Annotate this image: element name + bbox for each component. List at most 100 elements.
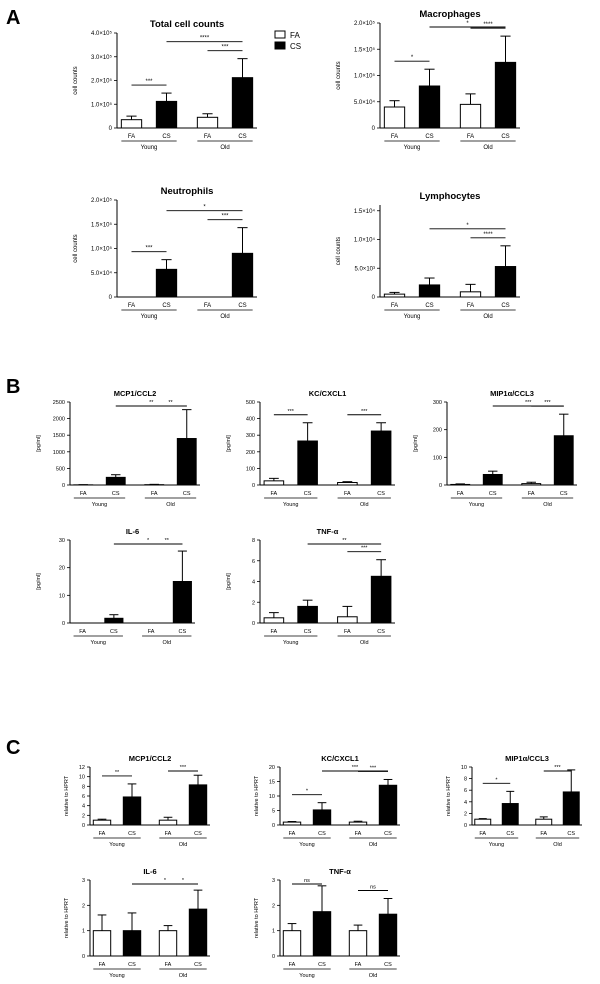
- y-tick-label: 12: [79, 765, 85, 771]
- x-tick-label: CS: [377, 629, 385, 635]
- x-tick-label: CS: [183, 491, 191, 497]
- group-label: Old: [220, 145, 229, 151]
- y-tick-label: 10: [461, 765, 467, 771]
- bar: [172, 581, 192, 624]
- y-axis-label: [pg/ml]: [36, 573, 42, 590]
- group-label: Old: [369, 842, 378, 848]
- y-tick-label: 3.0×10⁵: [91, 54, 113, 61]
- y-tick-label: 2: [252, 600, 255, 606]
- x-tick-label: CS: [238, 134, 246, 140]
- y-axis-label: [pg/ml]: [226, 573, 232, 590]
- y-tick-label: 1.5×10⁵: [354, 46, 376, 53]
- x-tick-label: CS: [194, 962, 202, 968]
- x-tick-label: FA: [467, 134, 474, 140]
- y-tick-label: 0: [372, 126, 376, 132]
- significance-label: ***: [554, 765, 561, 771]
- group-label: Young: [91, 640, 106, 646]
- x-tick-label: FA: [128, 134, 135, 140]
- chart-1: Macrophages 0 5.0×10⁴ 1.0×10⁵ 1.5×10⁵ 2.0×10⁵…: [336, 9, 520, 151]
- x-tick-label: FA: [528, 491, 535, 497]
- bar: [297, 605, 318, 624]
- y-tick-label: 8: [252, 538, 255, 544]
- y-axis-label: cell counts: [336, 237, 342, 265]
- x-tick-label: CS: [506, 831, 514, 837]
- x-tick-label: FA: [289, 962, 296, 968]
- y-tick-label: 2: [82, 813, 85, 819]
- y-tick-label: 500: [56, 466, 65, 472]
- y-tick-label: 4.0×10⁵: [91, 30, 113, 37]
- y-tick-label: 5: [272, 809, 275, 815]
- y-axis-label: relative to HPRT: [64, 897, 70, 938]
- y-tick-label: 1.5×10⁵: [91, 221, 113, 228]
- bar: [418, 85, 441, 129]
- bar: [459, 103, 482, 129]
- legend-cs-label: CS: [290, 42, 301, 51]
- x-tick-label: FA: [80, 491, 87, 497]
- y-axis-label: cell counts: [336, 61, 342, 89]
- x-tick-label: FA: [344, 491, 351, 497]
- x-tick-label: FA: [271, 491, 278, 497]
- y-tick-label: 1.0×10⁵: [91, 101, 113, 108]
- bar: [158, 930, 178, 957]
- chart-6: MIP1α/CCL3 0 100 200 300 [pg/ml] FA CS FA CS Young…: [413, 389, 577, 508]
- bar: [370, 430, 392, 486]
- x-tick-label: CS: [162, 303, 170, 309]
- x-tick-label: CS: [304, 491, 312, 497]
- y-axis-label: relative to HPRT: [64, 775, 70, 816]
- chart-title: Lymphocytes: [420, 191, 481, 202]
- bar: [535, 818, 553, 826]
- y-tick-label: 4: [82, 804, 85, 810]
- significance-label: *: [182, 878, 185, 884]
- x-tick-label: FA: [467, 303, 474, 309]
- bar: [383, 106, 406, 129]
- x-tick-label: FA: [391, 303, 398, 309]
- group-label: Old: [483, 145, 492, 151]
- y-tick-label: 100: [246, 466, 255, 472]
- x-tick-label: CS: [318, 962, 326, 968]
- y-tick-label: 0: [252, 621, 255, 627]
- bar: [297, 440, 318, 486]
- y-tick-label: 1.0×10⁵: [91, 246, 113, 253]
- significance-label: ***: [221, 214, 229, 220]
- group-label: Young: [141, 314, 158, 320]
- y-tick-label: 15: [269, 780, 275, 786]
- y-tick-label: 0: [62, 483, 65, 489]
- y-tick-label: 0: [272, 954, 275, 960]
- bar: [337, 482, 358, 486]
- bar: [370, 575, 392, 624]
- bar: [105, 476, 126, 486]
- significance-label: *: [411, 55, 414, 61]
- y-tick-label: 200: [433, 428, 442, 434]
- bar: [158, 819, 178, 826]
- x-tick-label: CS: [194, 831, 202, 837]
- chart-title: KC/CXCL1: [321, 754, 359, 763]
- group-label: Old: [220, 314, 229, 320]
- chart-title: IL-6: [126, 527, 139, 536]
- significance-label: **: [165, 538, 170, 544]
- significance-label: **: [168, 400, 173, 406]
- group-label: Old: [162, 640, 171, 646]
- y-tick-label: 300: [246, 433, 255, 439]
- y-tick-label: 500: [246, 400, 255, 406]
- x-tick-label: CS: [110, 629, 118, 635]
- bar: [196, 116, 219, 129]
- significance-label: ****: [483, 22, 493, 28]
- y-axis-label: relative to HPRT: [254, 775, 260, 816]
- group-label: Old: [553, 842, 562, 848]
- y-tick-label: 1.0×10⁵: [354, 73, 376, 80]
- bar: [155, 268, 178, 298]
- y-tick-label: 2500: [53, 400, 65, 406]
- y-tick-label: 1000: [53, 450, 65, 456]
- y-tick-label: 300: [433, 400, 442, 406]
- bar: [553, 435, 574, 486]
- y-tick-label: 8: [82, 784, 85, 790]
- bar: [474, 818, 492, 826]
- x-tick-label: CS: [162, 134, 170, 140]
- bar: [122, 796, 142, 826]
- bar: [482, 473, 503, 486]
- panel-label-b: B: [6, 376, 20, 398]
- x-tick-label: CS: [425, 303, 433, 309]
- group-label: Young: [299, 973, 314, 979]
